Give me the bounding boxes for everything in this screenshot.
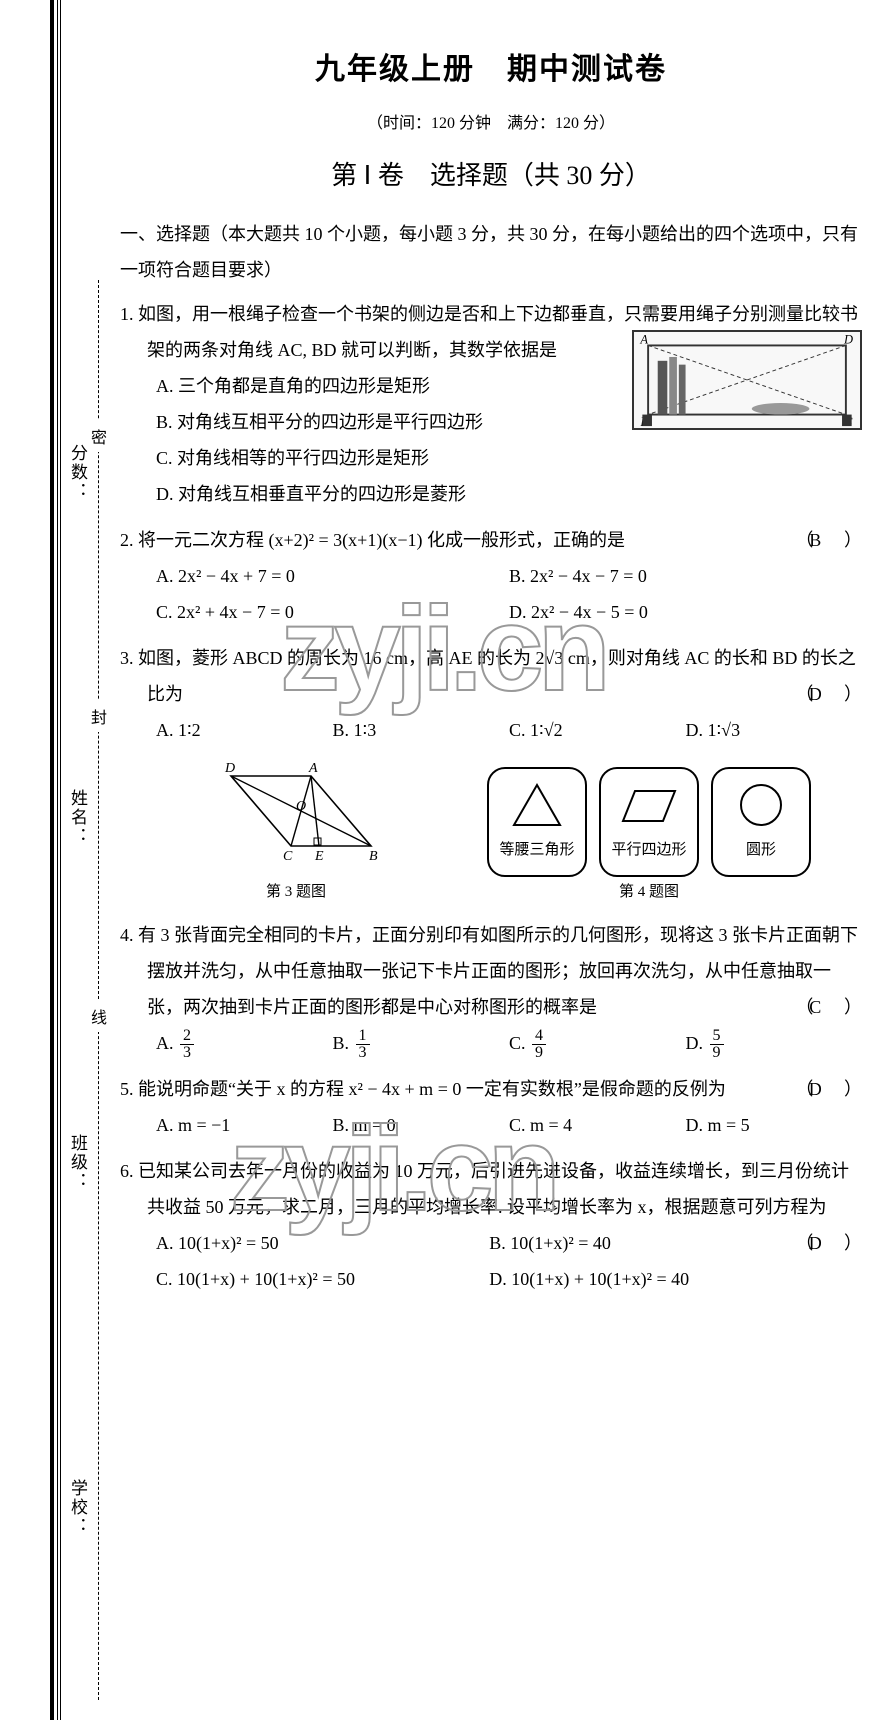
- q1-num: 1.: [120, 304, 134, 324]
- q4-opt-d: D. 59: [686, 1025, 863, 1061]
- q4-options: A. 23 B. 13 C. 49 D. 59: [120, 1025, 862, 1061]
- q5-opt-a: A. m = −1: [156, 1107, 333, 1143]
- q1-opt-d: D. 对角线互相垂直平分的四边形是菱形: [156, 476, 862, 512]
- seal-char-feng: 封: [91, 700, 107, 732]
- question-3: 3. 如图，菱形 ABCD 的周长为 16 cm，高 AE 的长为 2√3 cm…: [120, 640, 862, 907]
- q6-opt-c: C. 10(1+x) + 10(1+x)² = 50: [156, 1261, 489, 1297]
- q2-opt-b: B. 2x² − 4x − 7 = 0: [509, 558, 862, 594]
- figure-bookshelf: A D B C: [632, 330, 862, 430]
- q4-text: 有 3 张背面完全相同的卡片，正面分别印有如图所示的几何图形，现将这 3 张卡片…: [138, 925, 858, 1017]
- q4-opt-b: B. 13: [333, 1025, 510, 1061]
- card-circle: 圆形: [711, 767, 811, 877]
- q5-answer: D: [818, 1071, 840, 1107]
- q3-answer: D: [818, 676, 840, 712]
- q6-options: A. 10(1+x)² = 50 B. 10(1+x)² = 40 C. 10(…: [120, 1225, 822, 1297]
- svg-text:C: C: [283, 849, 293, 864]
- question-6: 6. 已知某公司去年一月份的收益为 10 万元，后引进先进设备，收益连续增长，到…: [120, 1153, 862, 1297]
- question-1: A D B C 1. 如图，用一根绳子检查一个书架的侧边是否和上: [120, 296, 862, 512]
- q2-options: A. 2x² − 4x + 7 = 0 B. 2x² − 4x − 7 = 0 …: [120, 558, 862, 630]
- q4-opt-a: A. 23: [156, 1025, 333, 1061]
- card-parallelogram: 平行四边形: [599, 767, 699, 877]
- q3-num: 3.: [120, 648, 134, 668]
- q6-opt-d: D. 10(1+x) + 10(1+x)² = 40: [489, 1261, 822, 1297]
- q5-options: A. m = −1 B. m = 0 C. m = 4 D. m = 5: [120, 1107, 862, 1143]
- q5-opt-b: B. m = 0: [333, 1107, 510, 1143]
- section-title: 第 Ⅰ 卷 选择题（共 30 分）: [120, 150, 862, 202]
- q2-answer: B: [818, 522, 840, 558]
- figure-row-q3-q4: D A B C E O 第 3 题图 等腰三角形: [120, 756, 862, 907]
- q3-options: A. 1∶2 B. 1∶3 C. 1∶√2 D. 1∶√3: [120, 712, 862, 748]
- svg-text:A: A: [308, 761, 318, 776]
- fig4-caption: 第 4 题图: [481, 877, 817, 907]
- q3-opt-a: A. 1∶2: [156, 712, 333, 748]
- svg-text:O: O: [296, 799, 306, 814]
- label-class: 班级：: [70, 1134, 90, 1191]
- student-info-labels: 学校： 班级： 姓名： 分数：: [70, 300, 90, 1680]
- label-score: 分数：: [70, 444, 90, 501]
- q3-opt-b: B. 1∶3: [333, 712, 510, 748]
- exam-title: 九年级上册 期中测试卷: [120, 40, 862, 100]
- seal-char-mi: 密: [91, 420, 107, 452]
- q2-num: 2.: [120, 530, 134, 550]
- q2-opt-a: A. 2x² − 4x + 7 = 0: [156, 558, 509, 594]
- svg-text:E: E: [314, 849, 324, 864]
- q6-opt-b: B. 10(1+x)² = 40: [489, 1225, 822, 1261]
- exam-subtitle: （时间：120 分钟 满分：120 分）: [120, 108, 862, 140]
- exam-content: 九年级上册 期中测试卷 （时间：120 分钟 满分：120 分） 第 Ⅰ 卷 选…: [100, 0, 892, 1720]
- q6-num: 6.: [120, 1161, 134, 1181]
- q2-opt-d: D. 2x² − 4x − 5 = 0: [509, 594, 862, 630]
- label-school: 学校：: [70, 1479, 90, 1536]
- question-4: 4. 有 3 张背面完全相同的卡片，正面分别印有如图所示的几何图形，现将这 3 …: [120, 917, 862, 1061]
- question-2: 2. 将一元二次方程 (x+2)² = 3(x+1)(x−1) 化成一般形式，正…: [120, 522, 862, 630]
- q5-opt-d: D. m = 5: [686, 1107, 863, 1143]
- q6-text: 已知某公司去年一月份的收益为 10 万元，后引进先进设备，收益连续增长，到三月份…: [138, 1161, 849, 1217]
- exam-page: 密 封 线 学校： 班级： 姓名： 分数： 九年级上册 期中测试卷 （时间：12…: [0, 0, 892, 1720]
- q4-answer: C: [818, 989, 840, 1025]
- section-instructions: 一、选择题（本大题共 10 个小题，每小题 3 分，共 30 分，在每小题给出的…: [120, 216, 862, 288]
- q3-opt-c: C. 1∶√2: [509, 712, 686, 748]
- card-triangle: 等腰三角形: [487, 767, 587, 877]
- seal-dash-line: [98, 280, 99, 1700]
- q5-num: 5.: [120, 1079, 134, 1099]
- figure-cards: 等腰三角形 平行四边形 圆形 第 4 题图: [481, 767, 817, 907]
- svg-text:D: D: [224, 761, 235, 776]
- q5-text: 能说明命题“关于 x 的方程 x² − 4x + m = 0 一定有实数根”是假…: [138, 1079, 726, 1099]
- q4-num: 4.: [120, 925, 134, 945]
- q3-text: 如图，菱形 ABCD 的周长为 16 cm，高 AE 的长为 2√3 cm，则对…: [138, 648, 856, 704]
- label-name: 姓名：: [70, 789, 90, 846]
- svg-text:A: A: [639, 333, 648, 347]
- q4-opt-c: C. 49: [509, 1025, 686, 1061]
- question-5: 5. 能说明命题“关于 x 的方程 x² − 4x + m = 0 一定有实数根…: [120, 1071, 862, 1143]
- svg-text:D: D: [843, 333, 853, 347]
- q5-opt-c: C. m = 4: [509, 1107, 686, 1143]
- q3-opt-d: D. 1∶√3: [686, 712, 863, 748]
- q6-opt-a: A. 10(1+x)² = 50: [156, 1225, 489, 1261]
- q1-opt-c: C. 对角线相等的平行四边形是矩形: [156, 440, 862, 476]
- q2-opt-c: C. 2x² + 4x − 7 = 0: [156, 594, 509, 630]
- margin-rules: [50, 0, 61, 1720]
- q2-text: 将一元二次方程 (x+2)² = 3(x+1)(x−1) 化成一般形式，正确的是: [138, 530, 625, 550]
- binding-margin: 密 封 线 学校： 班级： 姓名： 分数：: [0, 0, 100, 1720]
- figure-rhombus: D A B C E O 第 3 题图: [201, 756, 391, 907]
- fig3-caption: 第 3 题图: [201, 877, 391, 907]
- svg-text:B: B: [369, 849, 378, 864]
- seal-char-xian: 线: [91, 1000, 107, 1032]
